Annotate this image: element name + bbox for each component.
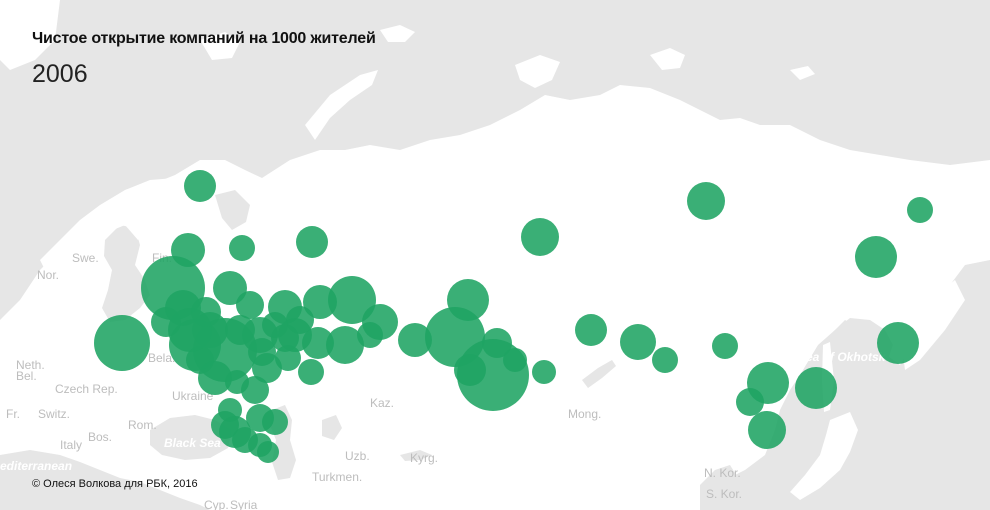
region-bubble[interactable]: [328, 276, 376, 324]
region-bubble[interactable]: [213, 271, 247, 305]
region-bubble[interactable]: [454, 354, 486, 386]
region-bubble[interactable]: [241, 376, 269, 404]
region-bubble[interactable]: [748, 411, 786, 449]
label-nor: Nor.: [37, 268, 59, 282]
lake-baikal: [582, 360, 616, 388]
region-bubble[interactable]: [219, 416, 251, 448]
sea-baltic: [102, 225, 150, 322]
label-nkor: N. Kor.: [704, 466, 741, 480]
region-bubble[interactable]: [521, 218, 559, 256]
island-novosibirsk: [650, 48, 685, 70]
region-bubble[interactable]: [877, 322, 919, 364]
label-kyrg: Kyrg.: [410, 451, 438, 465]
label-neth: Neth.: [16, 358, 45, 372]
bubble-layer: [94, 170, 933, 463]
region-bubble[interactable]: [198, 361, 232, 395]
region-bubble[interactable]: [620, 324, 656, 360]
label-syria: Syria: [230, 498, 258, 510]
region-bubble[interactable]: [855, 236, 897, 278]
region-bubble[interactable]: [229, 235, 255, 261]
label-swe: Swe.: [72, 251, 99, 265]
label-turkmen: Turkmen.: [312, 470, 362, 484]
sea-labels: Black Sea editerranean Sea of Okhotsk: [0, 350, 887, 473]
label-fr: Fr.: [6, 407, 20, 421]
region-bubble[interactable]: [184, 170, 216, 202]
landmass-greenland: [0, 0, 60, 70]
label-mediterranean: editerranean: [0, 459, 72, 473]
region-bubble[interactable]: [94, 315, 150, 371]
label-switz: Switz.: [38, 407, 70, 421]
label-kaz: Kaz.: [370, 396, 394, 410]
label-ukraine: Ukraine: [172, 389, 214, 403]
landmass-japan: [790, 412, 858, 500]
region-bubble[interactable]: [248, 338, 276, 366]
credit-text: © Олеся Волкова для РБК, 2016: [32, 478, 198, 490]
island-severnaya-zemlya: [515, 55, 560, 88]
lake-balkhash: [400, 450, 432, 461]
label-skor: S. Kor.: [706, 487, 742, 501]
landmass-scandinavia: [40, 178, 190, 290]
sea-yellow: [700, 465, 738, 510]
region-bubble[interactable]: [326, 326, 364, 364]
label-okhotsk: Sea of Okhotsk: [798, 350, 887, 364]
label-mong: Mong.: [568, 407, 601, 421]
region-bubble[interactable]: [298, 359, 324, 385]
map-title: Чистое открытие компаний на 1000 жителей: [32, 30, 376, 47]
year-label: 2006: [32, 60, 88, 88]
region-bubble[interactable]: [262, 409, 288, 435]
region-bubble[interactable]: [286, 306, 314, 334]
region-bubble[interactable]: [652, 347, 678, 373]
label-rom: Rom.: [128, 418, 157, 432]
label-belarus: Bela.: [148, 351, 175, 365]
label-bel: Bel.: [16, 369, 37, 383]
region-bubble[interactable]: [736, 388, 764, 416]
label-italy: Italy: [60, 438, 82, 452]
label-bos: Bos.: [88, 430, 112, 444]
region-bubble[interactable]: [503, 348, 527, 372]
island-wrangel: [790, 66, 815, 80]
label-cyp: Cyp.: [204, 498, 229, 510]
region-bubble[interactable]: [191, 297, 221, 327]
region-bubble[interactable]: [532, 360, 556, 384]
label-uzb: Uzb.: [345, 449, 370, 463]
sea-aral: [322, 415, 342, 440]
region-bubble[interactable]: [257, 441, 279, 463]
region-bubble[interactable]: [687, 182, 725, 220]
region-bubble[interactable]: [262, 312, 288, 338]
region-bubble[interactable]: [225, 315, 255, 345]
region-bubble[interactable]: [302, 327, 334, 359]
region-bubble[interactable]: [357, 322, 383, 348]
region-bubble[interactable]: [236, 291, 264, 319]
region-bubble[interactable]: [712, 333, 738, 359]
label-black-sea: Black Sea: [164, 436, 221, 450]
sea-mediterranean: [0, 450, 210, 510]
island-novaya-zemlya: [305, 70, 378, 140]
region-bubble[interactable]: [296, 226, 328, 258]
region-bubble[interactable]: [907, 197, 933, 223]
region-bubble[interactable]: [303, 285, 337, 319]
region-bubble[interactable]: [398, 323, 432, 357]
island-franz-josef: [380, 25, 415, 42]
sea-white: [215, 190, 250, 230]
island-svalbard: [200, 32, 240, 60]
region-bubble[interactable]: [795, 367, 837, 409]
region-bubble[interactable]: [575, 314, 607, 346]
label-czech: Czech Rep.: [55, 382, 118, 396]
